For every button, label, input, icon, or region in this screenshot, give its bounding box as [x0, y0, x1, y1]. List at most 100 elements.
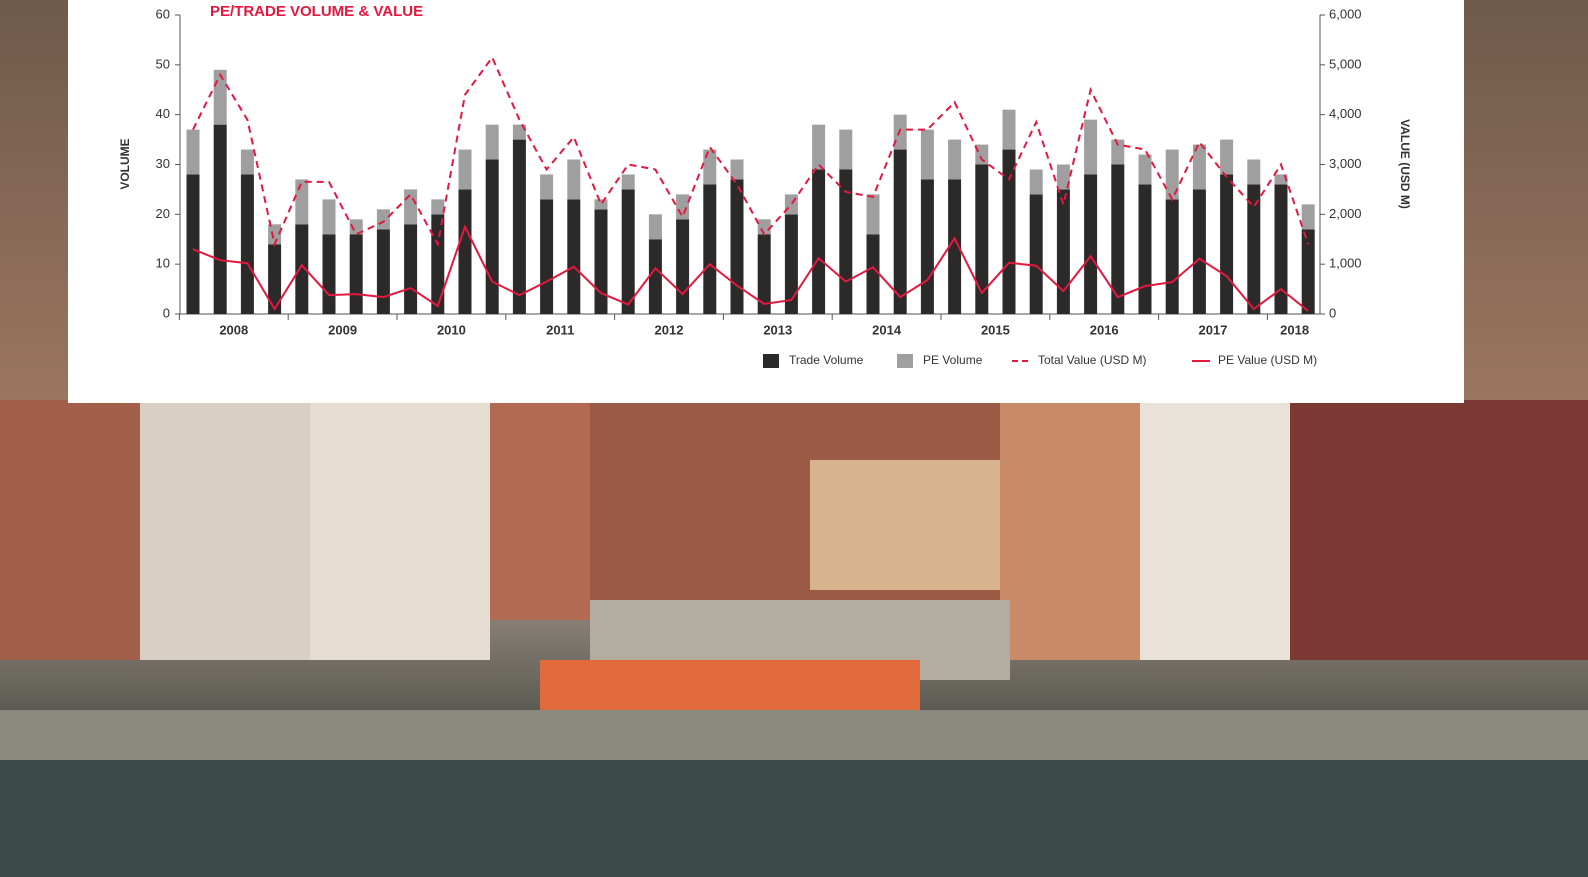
- y-tick-label: 0: [163, 305, 170, 320]
- bar: [540, 174, 553, 199]
- y-tick-label: 10: [156, 256, 170, 271]
- bar: [595, 199, 608, 209]
- bar: [1166, 199, 1179, 314]
- bar: [567, 199, 580, 314]
- page: {"chart_data": { "type": "bar", "title":…: [0, 0, 1588, 877]
- bar: [350, 234, 363, 314]
- bar: [921, 179, 934, 314]
- y-tick-label: 20: [156, 206, 170, 221]
- bar: [1247, 160, 1260, 185]
- bar: [1275, 184, 1288, 314]
- bar: [1220, 140, 1233, 175]
- y2-tick-label: 5,000: [1329, 56, 1362, 71]
- bar: [187, 174, 200, 314]
- legend-label: Total Value (USD M): [1038, 353, 1146, 367]
- bar: [404, 224, 417, 314]
- bar: [1302, 204, 1315, 229]
- bar: [1084, 120, 1097, 175]
- bar: [758, 219, 771, 234]
- y-tick-label: 30: [156, 156, 170, 171]
- x-group-label: 2010: [437, 322, 466, 337]
- x-group-label: 2008: [219, 322, 248, 337]
- bar: [867, 234, 880, 314]
- bar: [1003, 110, 1016, 150]
- bar: [785, 194, 798, 214]
- bar: [731, 160, 744, 180]
- bar: [459, 189, 472, 314]
- bar: [948, 140, 961, 180]
- bar: [377, 229, 390, 314]
- bar: [404, 189, 417, 224]
- bar: [214, 125, 227, 314]
- bar: [975, 145, 988, 165]
- x-group-label: 2017: [1199, 322, 1228, 337]
- bar: [894, 150, 907, 314]
- bar: [431, 199, 444, 214]
- y-tick-label: 40: [156, 106, 170, 121]
- bar: [839, 130, 852, 170]
- bar: [1057, 189, 1070, 314]
- x-group-label: 2014: [872, 322, 902, 337]
- bar: [1139, 184, 1152, 314]
- bar: [540, 199, 553, 314]
- bar: [1084, 174, 1097, 314]
- bar: [1030, 194, 1043, 314]
- bar: [323, 199, 336, 234]
- bar: [1302, 229, 1315, 314]
- bar: [703, 184, 716, 314]
- bar: [731, 179, 744, 314]
- bar: [241, 150, 254, 175]
- y2-tick-label: 3,000: [1329, 156, 1362, 171]
- x-group-label: 2011: [546, 322, 574, 337]
- x-group-label: 2015: [981, 322, 1010, 337]
- x-group-label: 2018: [1280, 322, 1309, 337]
- bar: [867, 194, 880, 234]
- bar: [1193, 189, 1206, 314]
- bar: [187, 130, 200, 175]
- y-tick-label: 50: [156, 56, 170, 71]
- bar: [486, 125, 499, 160]
- bar: [921, 130, 934, 180]
- bar: [323, 234, 336, 314]
- legend-swatch: [897, 354, 913, 368]
- bar: [1193, 145, 1206, 190]
- x-group-label: 2009: [328, 322, 357, 337]
- bar: [622, 189, 635, 314]
- bar: [241, 174, 254, 314]
- bar: [295, 179, 308, 224]
- bar: [459, 150, 472, 190]
- screen: PE/TRADE VOLUME & VALUE VOLUME VALUE (US…: [0, 0, 1588, 877]
- chart-title: PE/TRADE VOLUME & VALUE: [210, 3, 423, 20]
- legend-label: PE Value (USD M): [1218, 353, 1317, 367]
- y2-tick-label: 1,000: [1329, 256, 1362, 271]
- bar: [703, 150, 716, 185]
- bar: [567, 160, 580, 200]
- bar: [1030, 169, 1043, 194]
- bar: [214, 70, 227, 125]
- y2-tick-label: 6,000: [1329, 6, 1362, 21]
- x-group-label: 2016: [1090, 322, 1119, 337]
- bar: [595, 209, 608, 314]
- bar: [649, 214, 662, 239]
- y-axis-title: VOLUME: [118, 138, 132, 189]
- bar: [812, 125, 825, 170]
- legend-swatch: [763, 354, 779, 368]
- bar: [812, 169, 825, 314]
- bar: [377, 209, 390, 229]
- bar: [1139, 155, 1152, 185]
- bar: [676, 194, 689, 219]
- bar: [486, 160, 499, 314]
- y2-tick-label: 0: [1329, 305, 1336, 320]
- x-group-label: 2012: [655, 322, 684, 337]
- bar: [431, 214, 444, 314]
- bar: [649, 239, 662, 314]
- legend-label: Trade Volume: [789, 353, 864, 367]
- bar: [1220, 174, 1233, 314]
- bar: [1247, 184, 1260, 314]
- y2-axis-title: VALUE (USD M): [1398, 119, 1412, 209]
- bar: [622, 174, 635, 189]
- y-tick-label: 60: [156, 6, 170, 21]
- x-group-label: 2013: [763, 322, 792, 337]
- legend-label: PE Volume: [923, 353, 983, 367]
- bar: [513, 140, 526, 314]
